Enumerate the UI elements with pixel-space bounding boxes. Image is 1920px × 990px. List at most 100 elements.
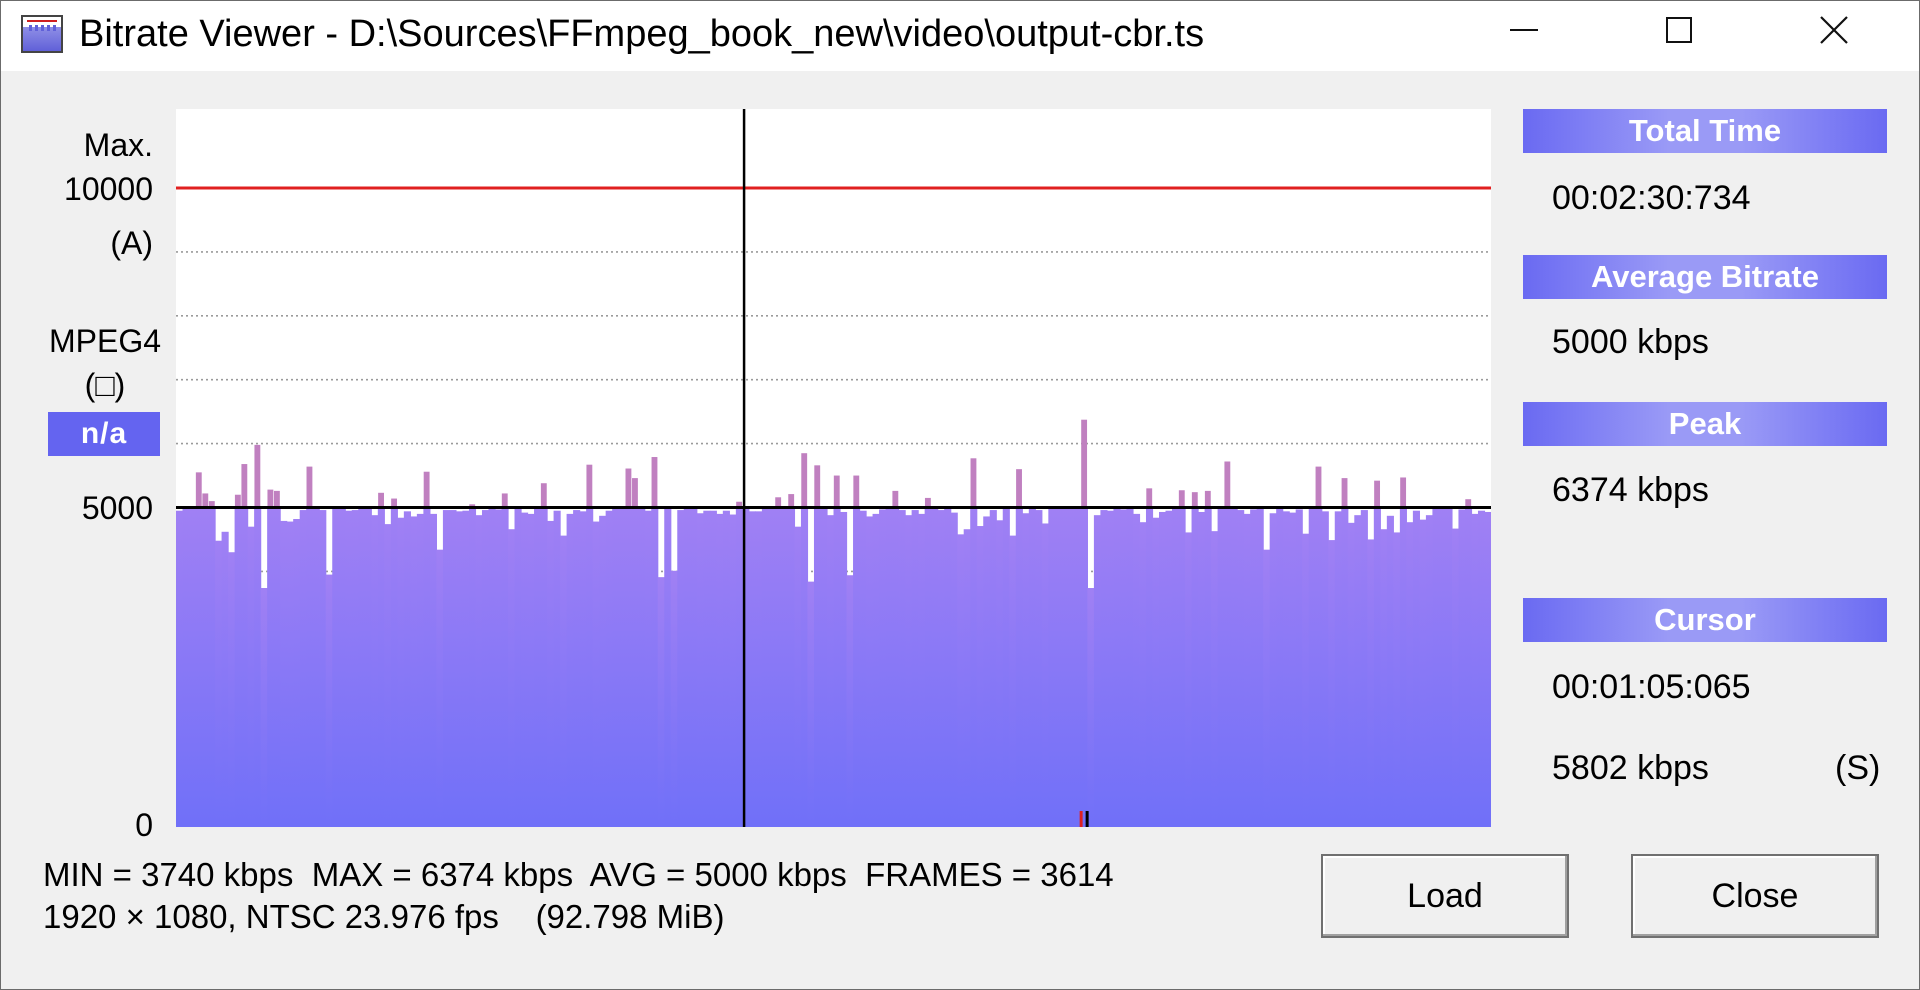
bitrate-bar <box>384 524 392 827</box>
bitrate-bar <box>898 510 906 827</box>
bitrate-bar <box>983 516 991 827</box>
bitrate-spike <box>736 501 743 508</box>
bitrate-bar <box>1419 519 1427 827</box>
bitrate-bar <box>1022 513 1030 827</box>
bitrate-bar <box>677 510 685 827</box>
bitrate-bar <box>690 508 698 827</box>
bitrate-spike <box>970 458 977 508</box>
load-button[interactable]: Load <box>1321 854 1569 938</box>
bitrate-bar <box>1445 507 1453 827</box>
max-mode-label[interactable]: (A) <box>110 225 153 261</box>
bitrate-bar <box>332 507 340 827</box>
bitrate-bar <box>950 512 958 827</box>
bitrate-spike <box>853 475 860 508</box>
bitrate-bar <box>1198 511 1206 827</box>
bitrate-bar <box>312 508 320 827</box>
peak-header: Peak <box>1523 402 1887 446</box>
bitrate-bar <box>280 520 288 827</box>
bitrate-bar <box>182 507 190 827</box>
bitrate-bar <box>1015 507 1023 827</box>
bitrate-bar <box>488 508 496 827</box>
bitrate-bar <box>1113 507 1121 827</box>
bitrate-bar <box>1145 507 1154 827</box>
max-value-label: 10000 <box>64 171 153 207</box>
bitrate-bar <box>1080 507 1088 827</box>
bitrate-bar <box>644 510 652 827</box>
bitrate-bar <box>1399 507 1407 827</box>
bitrate-bar <box>514 507 522 827</box>
bitrate-bar <box>1211 531 1219 827</box>
bitrate-bar <box>709 510 717 827</box>
bitrate-bar <box>267 507 275 827</box>
bitrate-bar <box>937 510 945 827</box>
bitrate-spike <box>632 478 638 508</box>
bitrate-bar <box>423 507 431 827</box>
bitrate-bar <box>905 515 913 827</box>
bitrate-bar <box>1041 523 1049 827</box>
bitrate-spike <box>775 497 782 508</box>
codec-label: MPEG4 <box>48 323 162 359</box>
bitrate-bar <box>1204 507 1212 827</box>
bitrate-bar <box>1425 515 1434 827</box>
close-icon <box>1819 16 1848 44</box>
bitrate-chart-svg[interactable] <box>176 109 1491 827</box>
bitrate-bar <box>241 507 249 827</box>
bitrate-bar <box>813 507 822 827</box>
bitrate-spike <box>469 504 476 508</box>
bitrate-bar <box>299 510 307 827</box>
bitrate-bar <box>1380 529 1388 827</box>
bitrate-bar <box>442 510 451 827</box>
bitrate-bar <box>189 508 197 827</box>
cursor-header: Cursor <box>1523 598 1887 642</box>
bitrate-bar <box>1100 510 1108 827</box>
bitrate-bar <box>1393 532 1401 827</box>
bitrate-bar <box>1464 507 1473 827</box>
close-window-button[interactable] <box>1771 1 1896 59</box>
bitrate-spike <box>1400 477 1407 508</box>
frame-symbol-label[interactable]: (□) <box>84 367 126 403</box>
bitrate-bar <box>345 510 353 827</box>
bitrate-bar <box>553 510 561 827</box>
bitrate-chart[interactable] <box>176 109 1491 827</box>
app-icon[interactable] <box>21 15 63 53</box>
maximize-button[interactable] <box>1616 1 1741 59</box>
bitrate-spike <box>254 444 261 508</box>
bitrate-bar <box>351 510 359 827</box>
bitrate-bar <box>1308 507 1316 827</box>
bitrate-bar <box>1250 509 1258 827</box>
bitrate-bar <box>215 540 223 827</box>
bitrate-bar <box>540 507 548 827</box>
bitrate-bar <box>755 511 763 827</box>
bitrate-bar <box>963 529 971 827</box>
bitrate-spike <box>241 464 248 508</box>
bitrate-bar <box>1061 508 1069 827</box>
bitrate-bar <box>560 535 568 827</box>
peak-value: 6374 kbps <box>1552 471 1709 509</box>
bitrate-bar <box>742 507 750 827</box>
bitrate-bar <box>651 507 659 827</box>
bitrate-bar <box>924 507 932 827</box>
minimize-button[interactable] <box>1461 1 1586 59</box>
bitrate-bar <box>429 513 437 827</box>
bitrate-bar <box>885 507 893 827</box>
bitrate-bar <box>989 510 997 827</box>
bitrate-bar <box>735 507 743 827</box>
bitrate-bar <box>1054 507 1062 827</box>
bitrate-bar <box>1302 533 1310 827</box>
bitrate-spike <box>892 490 899 508</box>
bitrate-bar <box>833 507 841 827</box>
cursor-bitrate-value: 5802 kbps <box>1552 749 1709 787</box>
bitrate-bar <box>403 511 411 827</box>
title-bar[interactable]: Bitrate Viewer - D:\Sources\FFmpeg_book_… <box>1 1 1919 71</box>
max-label: Max. <box>83 127 153 163</box>
bitrate-bar <box>657 577 665 827</box>
bitrate-bar <box>586 507 594 827</box>
cursor-mode-label[interactable]: (S) <box>1835 749 1881 787</box>
average-bitrate-value: 5000 kbps <box>1552 323 1709 361</box>
window-title: Bitrate Viewer - D:\Sources\FFmpeg_book_… <box>79 13 1205 55</box>
bitrate-spike <box>924 497 931 508</box>
bitrate-spike <box>1374 480 1381 508</box>
close-button[interactable]: Close <box>1631 854 1879 938</box>
cursor-time-value: 00:01:05:065 <box>1552 668 1751 706</box>
